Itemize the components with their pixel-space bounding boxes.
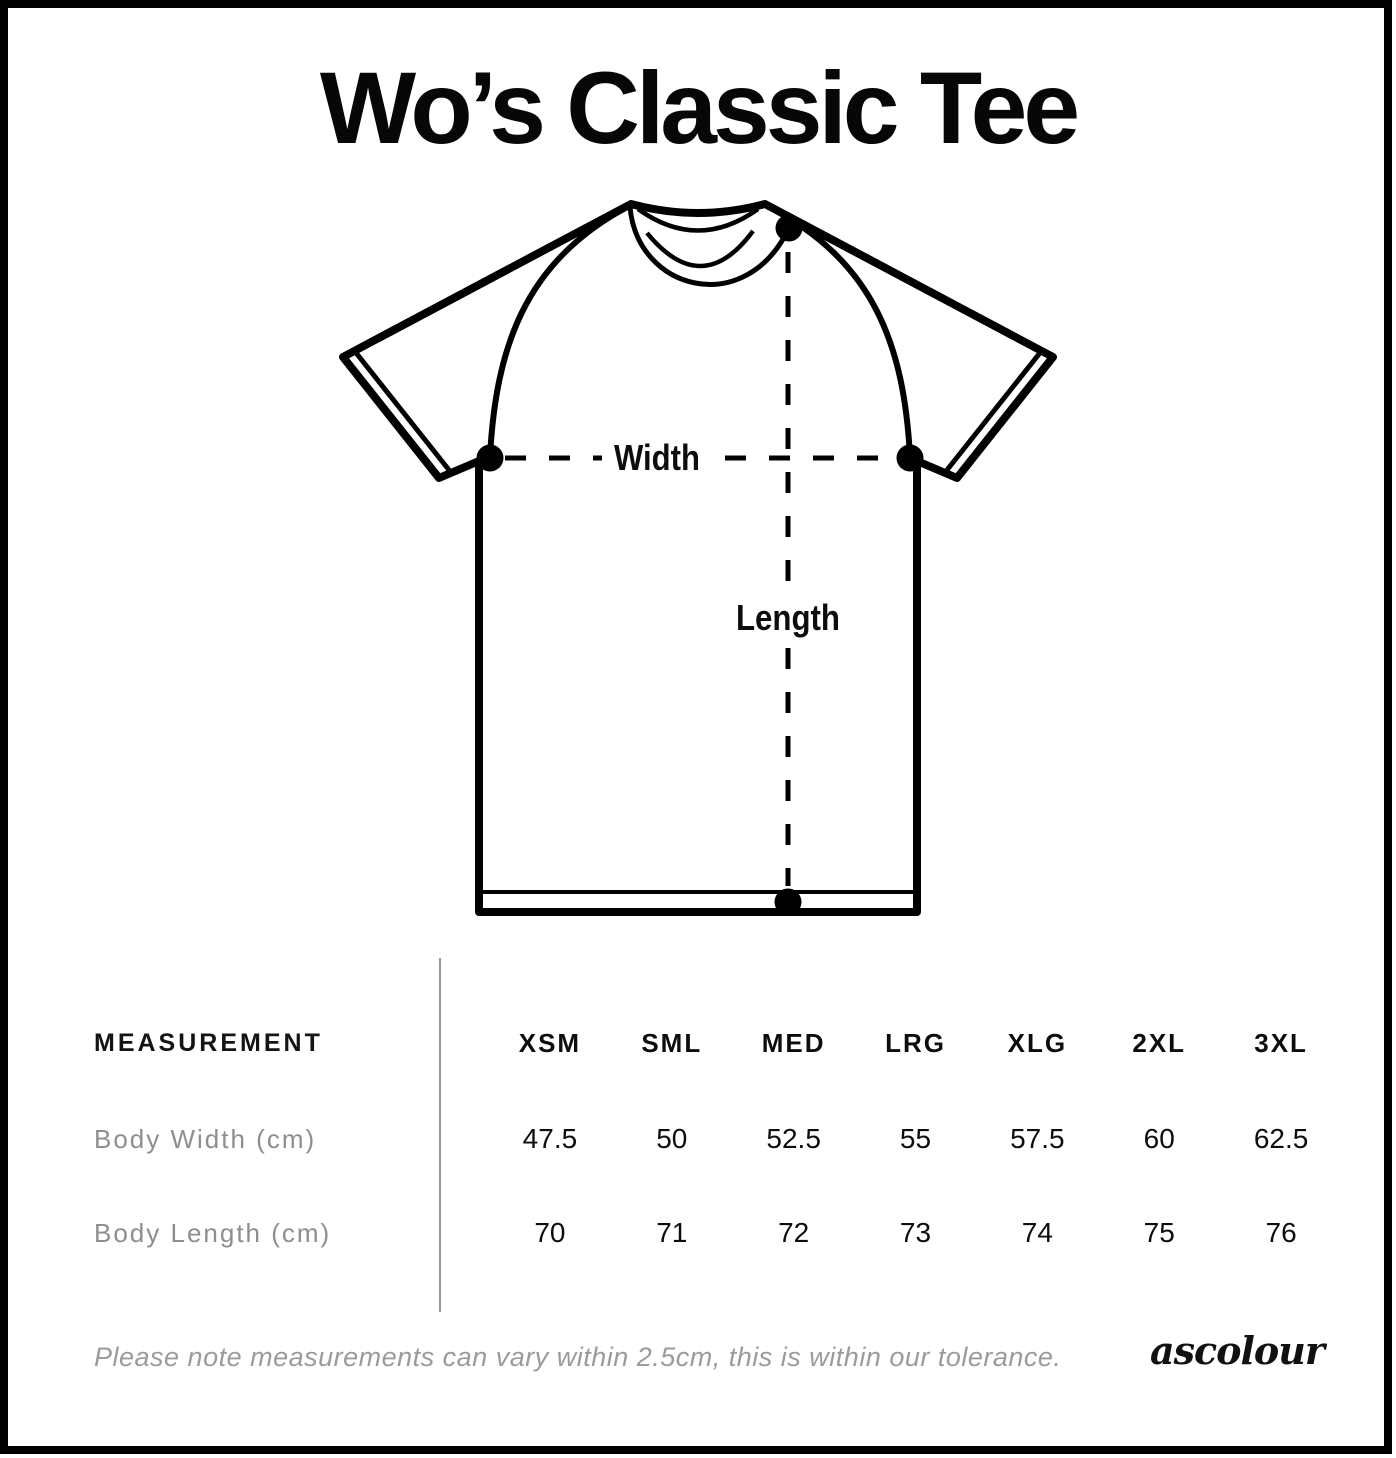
- collar-back-neck-line: [636, 207, 760, 233]
- body-width-xlg: 57.5: [1010, 1123, 1065, 1154]
- hem-dot: [774, 888, 802, 916]
- body-length-sml: 71: [656, 1217, 688, 1248]
- width-label-backplate: [602, 434, 714, 480]
- body-length-row: Body Length (cm) 70 71 72 73 74 75 76: [94, 1208, 1342, 1258]
- body-width-3xl: 62.5: [1253, 1123, 1309, 1154]
- body-length-3xl: 76: [1265, 1217, 1297, 1248]
- body-width-sml: 50: [656, 1123, 688, 1154]
- body-width-row-label: Body Width (cm): [94, 1123, 317, 1154]
- body-length-med: 72: [778, 1217, 810, 1248]
- size-header-med: MED: [761, 1027, 826, 1058]
- body-length-xsm: 70: [534, 1217, 566, 1248]
- body-length-xlg: 74: [1021, 1217, 1053, 1248]
- body-length-2xl: 75: [1143, 1217, 1175, 1248]
- neck-dot: [775, 214, 803, 242]
- body-length-row-label: Body Length (cm): [94, 1217, 332, 1248]
- right-armhole-seam: [765, 203, 913, 457]
- body-width-med: 52.5: [766, 1123, 821, 1154]
- body-length-lrg: 73: [899, 1217, 932, 1248]
- measurement-header: MEASUREMENT: [94, 1028, 323, 1057]
- left-armhole-seam: [487, 203, 631, 457]
- width-label: Width: [614, 437, 700, 478]
- body-width-2xl: 60: [1143, 1123, 1175, 1154]
- tolerance-note: Please note measurements can vary within…: [94, 1342, 1062, 1372]
- ascolour-logo: ascolour: [1150, 1328, 1325, 1373]
- size-table-header-row: MEASUREMENT XSM SML MED LRG XLG 2XL 3XL: [94, 1018, 1342, 1068]
- left-armpit-dot: [476, 444, 504, 472]
- body-width-row: Body Width (cm) 47.5 50 52.5 55 57.5 60 …: [94, 1114, 1342, 1164]
- size-header-sml: SML: [641, 1027, 703, 1058]
- left-cuff-stitch-line: [351, 347, 451, 472]
- size-header-lrg: LRG: [885, 1027, 946, 1058]
- collar-outer-line: [627, 205, 792, 287]
- length-label: Length: [736, 597, 840, 638]
- size-header-2xl: 2XL: [1132, 1027, 1187, 1058]
- page-title: Wo’s Classic Tee: [319, 51, 1080, 165]
- body-width-xsm: 47.5: [522, 1123, 578, 1154]
- right-cuff-stitch-line: [945, 347, 1045, 472]
- table-divider-line: [439, 958, 441, 1312]
- size-header-xsm: XSM: [518, 1027, 582, 1058]
- size-header-xlg: XLG: [1007, 1027, 1068, 1058]
- collar-inner-rib-line: [645, 229, 755, 269]
- body-width-lrg: 55: [899, 1123, 932, 1154]
- size-header-3xl: 3XL: [1254, 1027, 1308, 1058]
- length-label-backplate: [724, 596, 854, 640]
- right-armpit-dot: [896, 444, 924, 472]
- tshirt-outline: [339, 200, 1057, 916]
